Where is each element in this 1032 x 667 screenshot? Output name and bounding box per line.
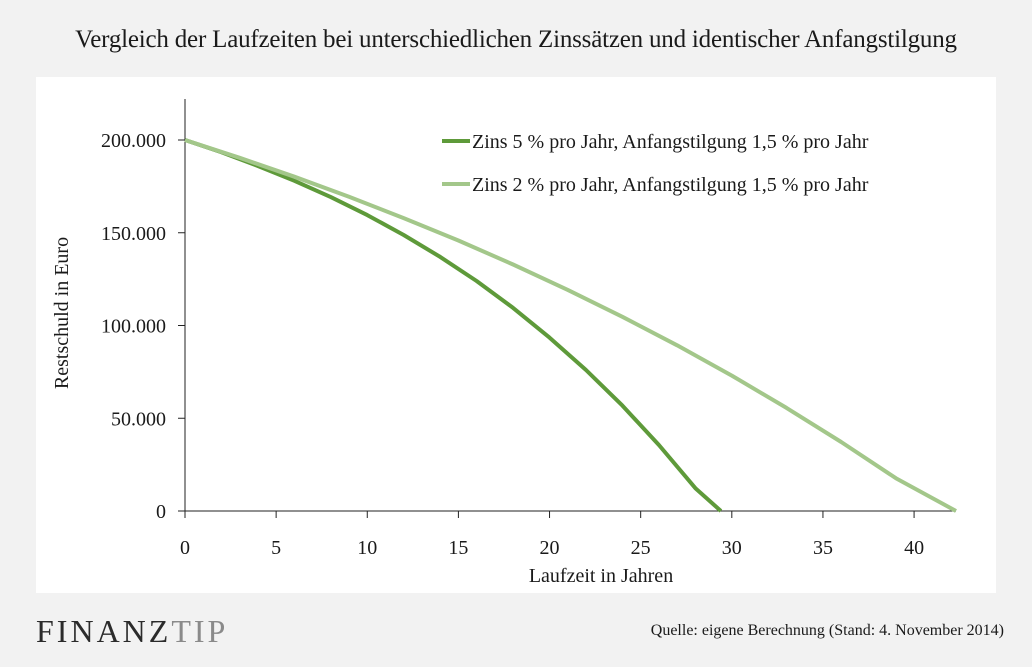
x-tick-label: 15 — [448, 537, 468, 559]
chart-title: Vergleich der Laufzeiten bei unterschied… — [75, 26, 957, 53]
x-tick-label: 5 — [271, 537, 281, 559]
y-tick-label: 200.000 — [101, 130, 166, 152]
series-line-1 — [184, 138, 723, 513]
x-axis-label: Laufzeit in Jahren — [529, 565, 673, 587]
legend-label-1: Zins 5 % pro Jahr, Anfangstilgung 1,5 % … — [472, 131, 869, 153]
x-tick-label: 0 — [180, 537, 190, 559]
brand-finanz: FINANZ — [36, 613, 172, 649]
y-tick-label: 50.000 — [111, 408, 166, 430]
x-tick-label: 30 — [722, 537, 742, 559]
x-tick-label: 35 — [813, 537, 833, 559]
brand-logo: FINANZTIP — [36, 613, 228, 650]
x-tick-label: 20 — [540, 537, 560, 559]
y-axis-label: Restschuld in Euro — [51, 237, 73, 389]
x-tick-label: 25 — [631, 537, 651, 559]
legend-label-2: Zins 2 % pro Jahr, Anfangstilgung 1,5 % … — [472, 174, 869, 196]
x-tick-label: 40 — [904, 537, 924, 559]
x-tick-label: 10 — [357, 537, 377, 559]
plot-background — [36, 77, 996, 593]
y-tick-label: 0 — [156, 501, 166, 523]
brand-tip: TIP — [171, 613, 229, 649]
series-line-2 — [184, 138, 957, 513]
y-tick-label: 150.000 — [101, 223, 166, 245]
source-note: Quelle: eigene Berechnung (Stand: 4. Nov… — [650, 622, 1004, 639]
y-tick-label: 100.000 — [101, 316, 166, 338]
